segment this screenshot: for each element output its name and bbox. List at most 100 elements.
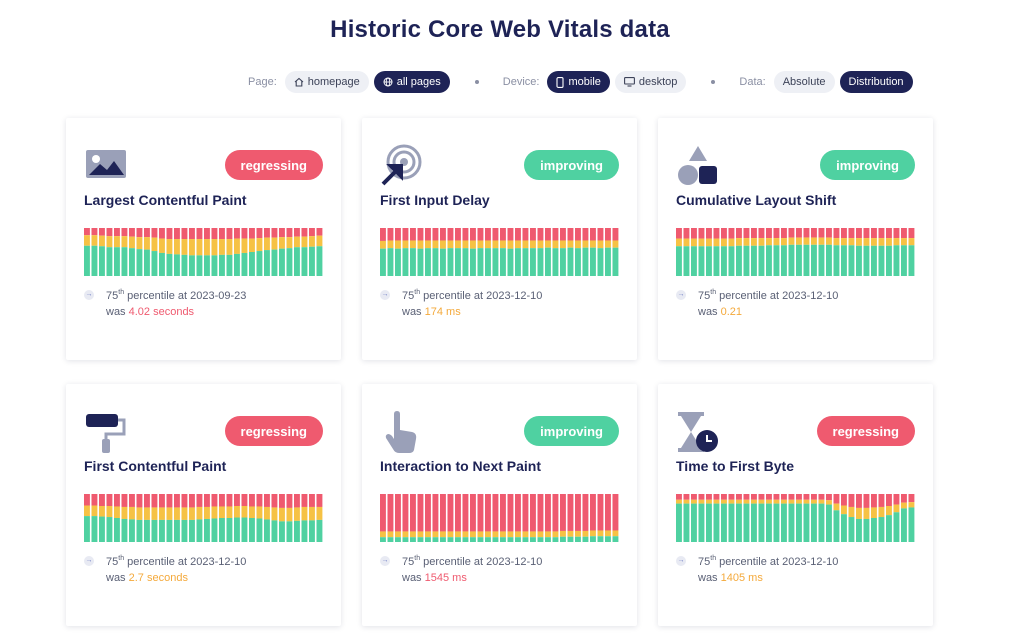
good-segment: [721, 246, 727, 276]
data-option-distribution[interactable]: Distribution: [839, 71, 913, 93]
good-segment: [447, 537, 454, 542]
good-segment: [743, 503, 750, 542]
device-option-label: mobile: [568, 76, 601, 88]
status-badge: regressing: [816, 416, 915, 446]
needs-improvement-segment: [841, 505, 847, 515]
needs-improvement-segment: [788, 237, 795, 245]
needs-improvement-segment: [848, 506, 855, 518]
needs-improvement-segment: [256, 506, 263, 519]
needs-improvement-segment: [204, 239, 210, 256]
poor-segment: [425, 228, 431, 241]
poor-segment: [818, 494, 825, 500]
poor-segment: [500, 228, 506, 241]
needs-improvement-segment: [605, 530, 611, 537]
poor-segment: [462, 228, 469, 241]
needs-improvement-segment: [698, 499, 705, 504]
good-segment: [833, 510, 840, 542]
needs-improvement-segment: [582, 240, 589, 248]
poor-segment: [736, 494, 742, 500]
poor-segment: [590, 228, 596, 241]
poor-segment: [432, 228, 439, 241]
poor-segment: [863, 228, 870, 239]
needs-improvement-segment: [279, 507, 285, 522]
poor-segment: [159, 494, 165, 508]
poor-segment: [485, 494, 491, 532]
needs-improvement-segment: [676, 238, 682, 247]
poor-segment: [826, 228, 832, 238]
needs-improvement-segment: [721, 499, 727, 504]
needs-improvement-segment: [803, 499, 810, 504]
needs-improvement-segment: [567, 240, 574, 248]
shapes-icon: [676, 144, 720, 188]
poor-segment: [234, 494, 240, 506]
device-option-desktop[interactable]: desktop: [614, 71, 687, 93]
paint-roller-icon: [84, 410, 128, 454]
good-segment: [507, 248, 514, 276]
poor-segment: [796, 228, 802, 238]
poor-segment: [886, 494, 892, 506]
poor-segment: [575, 228, 581, 241]
good-segment: [91, 245, 98, 276]
target-click-icon: [380, 144, 424, 188]
needs-improvement-segment: [151, 507, 158, 520]
needs-improvement-segment: [560, 240, 566, 249]
needs-improvement-segment: [886, 506, 892, 516]
poor-segment: [410, 228, 416, 241]
poor-segment: [751, 494, 757, 500]
page-option-all-pages[interactable]: all pages: [373, 71, 450, 93]
needs-improvement-segment: [781, 499, 787, 504]
good-segment: [560, 248, 566, 276]
good-segment: [159, 252, 165, 276]
good-segment: [826, 504, 832, 542]
good-segment: [470, 537, 476, 542]
poor-segment: [91, 494, 98, 506]
poor-segment: [241, 494, 248, 506]
status-badge: improving: [524, 416, 619, 446]
good-segment: [736, 245, 742, 276]
poor-segment: [286, 228, 293, 238]
good-segment: [886, 515, 892, 542]
needs-improvement-segment: [301, 236, 308, 248]
good-segment: [856, 245, 862, 276]
percentile-text: 75th percentile at 2023-12-10 was 2.7 sec…: [106, 555, 247, 584]
page-option-homepage[interactable]: homepage: [284, 71, 369, 93]
poor-segment: [796, 494, 802, 500]
good-segment: [279, 248, 285, 276]
good-segment: [908, 507, 915, 542]
good-segment: [863, 518, 870, 542]
good-segment: [612, 536, 619, 542]
good-segment: [174, 519, 180, 542]
poor-segment: [537, 494, 544, 532]
needs-improvement-segment: [136, 507, 143, 520]
data-filter-label: Data:: [739, 76, 766, 88]
needs-improvement-segment: [106, 506, 113, 518]
data-option-absolute[interactable]: Absolute: [773, 71, 835, 93]
poor-segment: [691, 228, 697, 239]
good-segment: [575, 536, 581, 542]
poor-segment: [893, 494, 900, 505]
poor-segment: [417, 228, 424, 241]
phone-icon: [556, 76, 565, 88]
needs-improvement-segment: [818, 499, 825, 504]
good-segment: [552, 537, 559, 542]
device-option-mobile[interactable]: mobile: [547, 71, 610, 93]
good-segment: [136, 249, 143, 276]
needs-improvement-segment: [410, 240, 416, 249]
needs-improvement-segment: [886, 238, 892, 246]
poor-segment: [174, 494, 180, 508]
good-segment: [144, 249, 150, 276]
needs-improvement-segment: [256, 238, 263, 252]
needs-improvement-segment: [683, 238, 690, 247]
separator-dot: [474, 80, 479, 84]
poor-segment: [803, 228, 810, 238]
needs-improvement-segment: [136, 237, 143, 250]
needs-improvement-segment: [144, 237, 150, 250]
needs-improvement-segment: [432, 531, 439, 538]
poor-segment: [455, 228, 461, 241]
needs-improvement-segment: [294, 236, 300, 248]
needs-improvement-segment: [387, 240, 394, 249]
poor-segment: [106, 228, 113, 237]
needs-improvement-segment: [811, 499, 817, 504]
poor-segment: [286, 494, 293, 508]
good-segment: [91, 516, 98, 542]
